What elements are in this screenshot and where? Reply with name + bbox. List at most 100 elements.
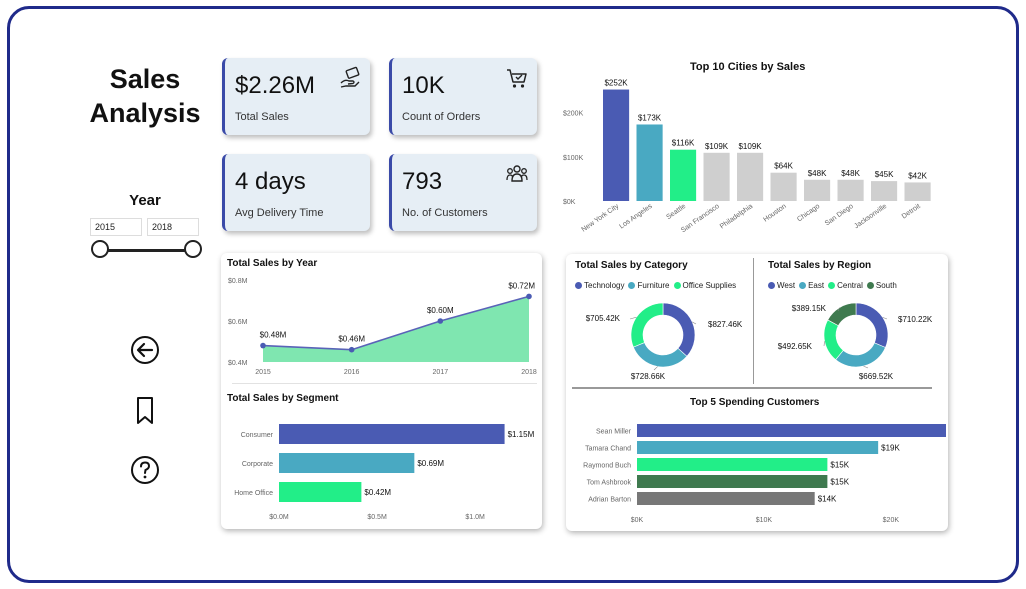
sales-by-region-donut-chart: $710.22K $669.52K $492.65K $389.15K [778, 302, 933, 381]
data-label: $48K [808, 169, 827, 178]
data-label: $0.72M [508, 281, 535, 290]
data-label: $15K [830, 478, 849, 487]
category-label: Sean Miller [596, 429, 632, 436]
leader-line [882, 317, 888, 320]
kpi-total-sales-value: $2.26M [235, 72, 316, 99]
category-legend: Technology Furniture Office Supplies [575, 281, 736, 290]
region-legend: West East Central South [768, 281, 897, 290]
kpi-no-of-customers: 793 No. of Customers [389, 154, 537, 231]
data-label: $0.60M [427, 306, 454, 315]
data-label: $389.15K [792, 304, 827, 313]
donut-slice [823, 319, 844, 361]
donut-slice [835, 342, 886, 368]
category-label: Corporate [242, 461, 273, 468]
x-tick-label: Philadelphia [719, 203, 754, 231]
category-label: Home Office [234, 490, 273, 497]
leader-line [629, 316, 637, 320]
data-label: $710.22K [898, 315, 933, 324]
data-point [260, 342, 266, 349]
bar [279, 453, 415, 473]
category-label: Tamara Chand [585, 446, 631, 453]
year-chart-title: Total Sales by Year [227, 258, 318, 269]
y-tick-label: $0.8M [228, 278, 248, 285]
title-line-1: Sales [109, 64, 181, 94]
sales-by-category-donut-chart: $827.46K $728.66K $705.42K [586, 302, 743, 381]
y-tick-label: $0.6M [228, 319, 248, 326]
sales-by-year-area-chart: $0.4M $0.6M $0.8M $0.48M 2015 $0.46M 2016 $0.60… [228, 278, 537, 380]
data-label: $64K [774, 162, 793, 171]
data-label: $45K [875, 170, 894, 179]
segment-chart-title: Total Sales by Segment [227, 393, 339, 404]
year-to-input[interactable]: 2018 [147, 218, 199, 236]
bookmark-icon[interactable] [128, 393, 162, 427]
kpi-count-of-orders-label: Count of Orders [402, 111, 481, 123]
bar [279, 482, 362, 502]
help-question-icon[interactable] [128, 453, 162, 487]
legend-item: East [799, 281, 824, 290]
legend-label: Technology [584, 281, 625, 290]
data-label: $116K [672, 139, 695, 148]
bar [770, 172, 797, 201]
data-point [526, 293, 532, 300]
data-label: $669.52K [859, 372, 894, 381]
x-tick-label: 2017 [433, 369, 449, 376]
area-fill [263, 296, 529, 362]
vertical-divider [753, 258, 754, 384]
data-label: $0.69M [417, 459, 444, 468]
y-tick-label: $100K [563, 155, 584, 162]
y-tick-label: $200K [563, 111, 584, 118]
title-line-2: Analysis [89, 98, 201, 128]
data-label: $252K [604, 79, 628, 88]
legend-swatch [673, 282, 681, 289]
year-slider-track[interactable] [100, 249, 193, 252]
card-divider [232, 383, 537, 384]
legend-item: South [866, 281, 897, 290]
category-label: Consumer [241, 432, 274, 439]
kpi-total-sales-label: Total Sales [235, 111, 289, 123]
x-tick-label: 2016 [344, 369, 360, 376]
bar [904, 182, 931, 201]
legend-item: Furniture [628, 281, 670, 290]
legend-item: Central [828, 281, 863, 290]
year-slider-start-handle[interactable] [91, 240, 109, 258]
category-label: Adrian Barton [588, 497, 631, 504]
year-filter-label: Year [129, 192, 161, 209]
bar [637, 458, 828, 471]
kpi-avg-delivery-time-label: Avg Delivery Time [235, 207, 324, 219]
bar [670, 149, 697, 201]
data-label: $19K [881, 444, 900, 453]
legend-swatch [828, 282, 836, 289]
category-label: Raymond Buch [583, 463, 631, 470]
category-chart-title: Total Sales by Category [575, 260, 688, 271]
legend-swatch [866, 282, 874, 289]
data-label: $14K [818, 495, 837, 504]
legend-item: West [768, 281, 795, 290]
year-from-input[interactable]: 2015 [90, 218, 142, 236]
legend-swatch [799, 282, 807, 289]
data-label: $15K [830, 461, 849, 470]
kpi-avg-delivery-time: 4 days Avg Delivery Time [222, 154, 370, 231]
legend-label: Office Supplies [682, 281, 737, 290]
bar [703, 152, 730, 201]
customers-group-icon [506, 165, 528, 182]
x-tick-label: $0.5M [367, 514, 387, 521]
leader-line [653, 366, 658, 371]
x-tick-label: Los Angeles [618, 203, 654, 231]
data-label: $0.42M [364, 488, 391, 497]
legend-label: East [808, 281, 825, 290]
leader-line [823, 341, 825, 347]
y-tick-label: $0K [563, 199, 576, 206]
data-label: $705.42K [586, 314, 621, 323]
kpi-avg-delivery-time-value: 4 days [235, 168, 306, 195]
legend-item: Office Supplies [673, 281, 737, 290]
bar [636, 124, 663, 201]
data-label: $492.65K [778, 342, 813, 351]
shopping-cart-icon [507, 69, 527, 88]
x-tick-label: Jacksonville [853, 203, 888, 230]
x-tick-label: San Diego [824, 203, 855, 228]
data-label: $0.46M [338, 335, 365, 344]
back-arrow-icon[interactable] [128, 333, 162, 367]
donut-slice [630, 302, 664, 348]
year-slider-end-handle[interactable] [184, 240, 202, 258]
category-label: Tom Ashbrook [587, 480, 632, 487]
